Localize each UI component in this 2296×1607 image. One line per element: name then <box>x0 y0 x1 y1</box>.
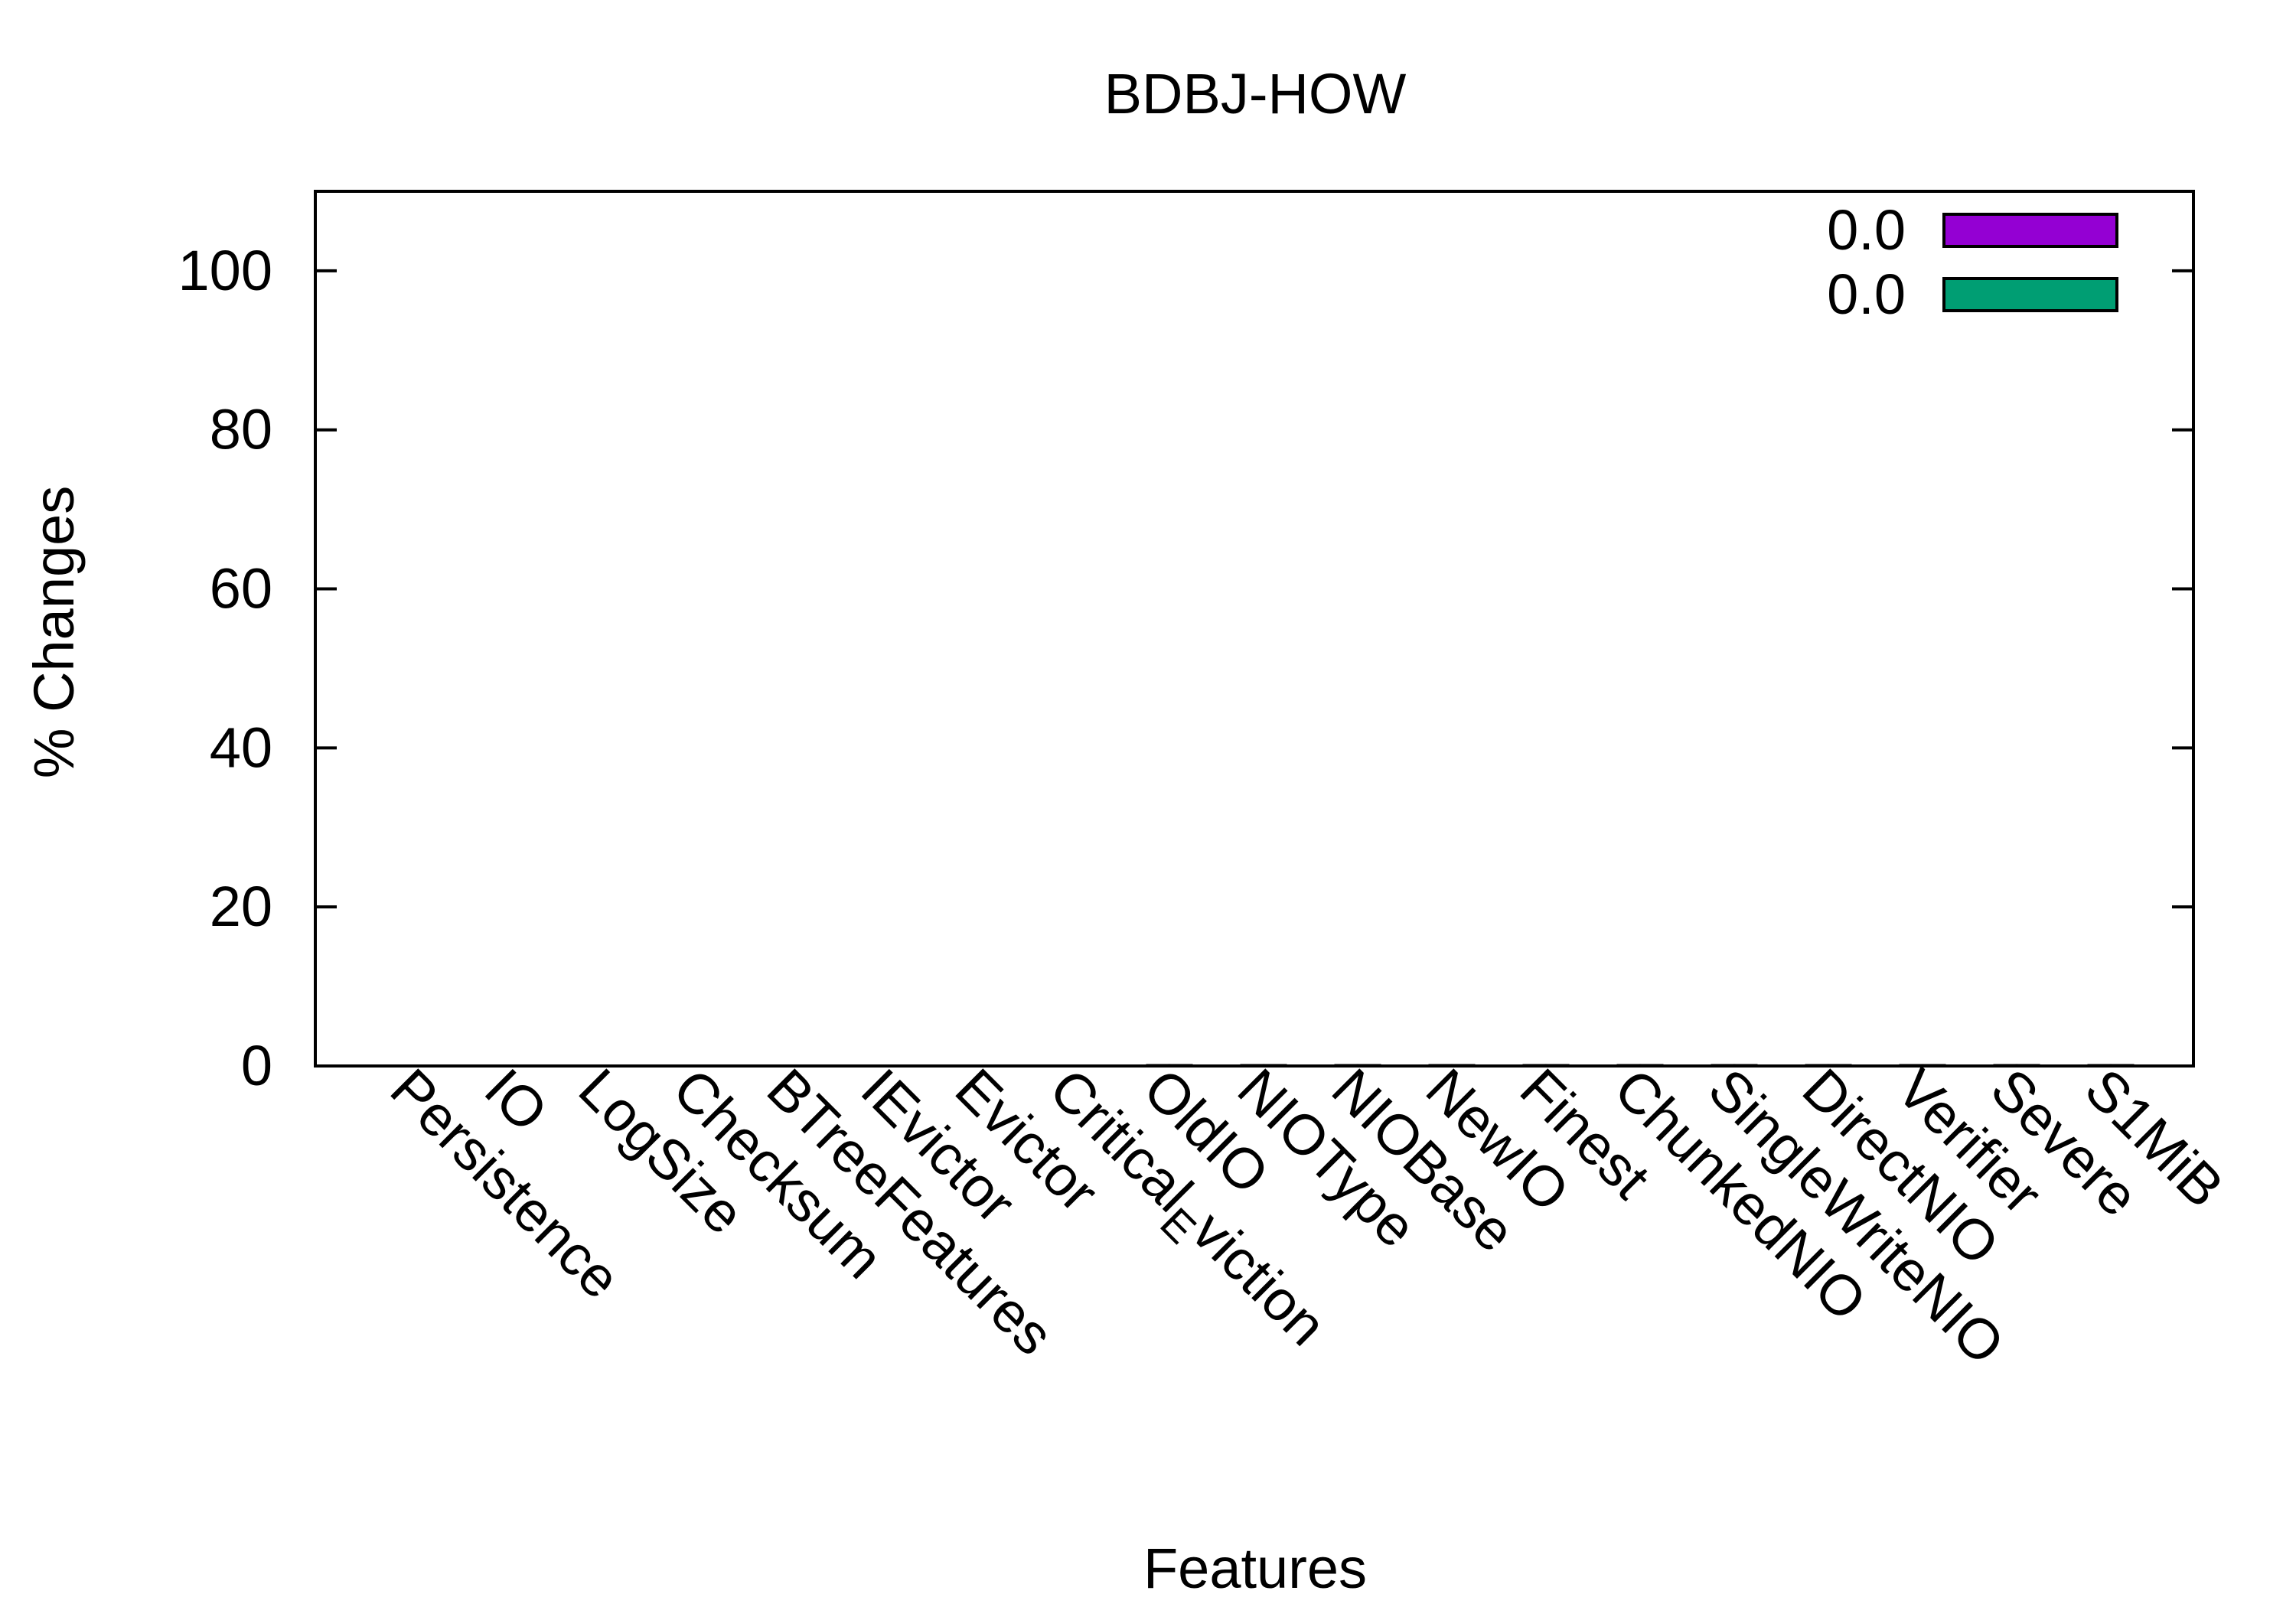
bar-0-18 <box>2087 1064 2112 1068</box>
bar-1-16 <box>1921 1064 1946 1068</box>
bar-1-11 <box>1450 1064 1476 1068</box>
legend-label: 0.0 <box>1827 198 1906 262</box>
bar-1-8 <box>1168 1064 1193 1068</box>
bar-0-16 <box>1899 1064 1924 1068</box>
x-axis-label: Features <box>1143 1537 1367 1600</box>
bar-1-17 <box>2015 1064 2040 1068</box>
bar-1-13 <box>1639 1064 1664 1068</box>
plot-frame <box>314 190 2195 1068</box>
bar-0-9 <box>1240 1064 1265 1068</box>
legend-label: 0.0 <box>1827 262 1906 326</box>
bar-1-18 <box>2109 1064 2135 1068</box>
bar-0-10 <box>1334 1064 1359 1068</box>
chart-title: BDBJ-HOW <box>1104 62 1407 125</box>
y-tick-label: 0 <box>241 1034 272 1097</box>
y-tick-label: 60 <box>210 557 272 621</box>
y-axis-label: % Changes <box>22 486 86 779</box>
bar-1-10 <box>1356 1064 1381 1068</box>
legend-swatch <box>1942 213 2118 248</box>
bar-0-15 <box>1805 1064 1830 1068</box>
bar-0-14 <box>1711 1064 1736 1068</box>
bar-1-12 <box>1544 1064 1570 1068</box>
y-tick-label: 20 <box>210 875 272 938</box>
bar-1-15 <box>1827 1064 1852 1068</box>
bar-0-17 <box>1993 1064 2018 1068</box>
legend: 0.00.0 <box>1827 198 2118 326</box>
bar-1-9 <box>1262 1064 1287 1068</box>
legend-swatch <box>1942 277 2118 312</box>
bar-0-13 <box>1616 1064 1642 1068</box>
bar-0-8 <box>1146 1064 1171 1068</box>
bar-0-12 <box>1522 1064 1548 1068</box>
bar-1-14 <box>1733 1064 1758 1068</box>
y-tick-label: 80 <box>210 398 272 461</box>
y-tick-label: 100 <box>178 239 272 302</box>
y-tick-label: 40 <box>210 715 272 779</box>
bar-0-11 <box>1428 1064 1453 1068</box>
